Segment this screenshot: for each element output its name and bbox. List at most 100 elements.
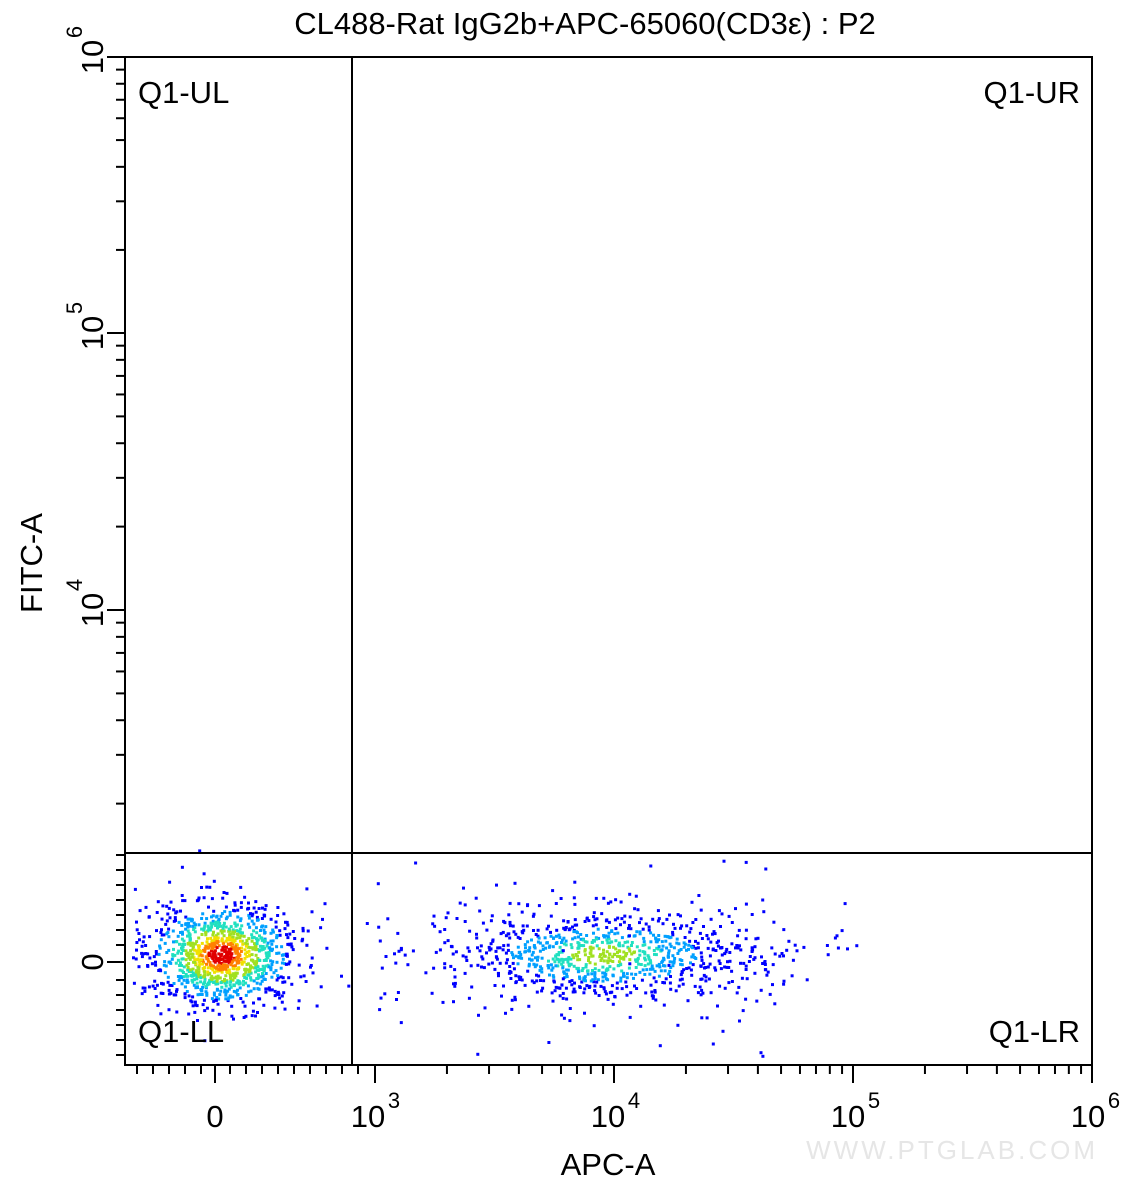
scatter-point bbox=[551, 999, 555, 1003]
scatter-point bbox=[656, 909, 660, 913]
scatter-point bbox=[616, 916, 620, 920]
scatter-point bbox=[220, 970, 224, 974]
scatter-point bbox=[228, 913, 232, 917]
scatter-point bbox=[638, 953, 642, 957]
scatter-point bbox=[646, 962, 650, 966]
scatter-point bbox=[200, 954, 204, 958]
scatter-point bbox=[261, 974, 265, 978]
scatter-point bbox=[242, 1016, 246, 1019]
scatter-point bbox=[578, 958, 582, 962]
scatter-point bbox=[325, 946, 329, 950]
scatter-point bbox=[181, 975, 185, 979]
scatter-point bbox=[780, 952, 784, 955]
scatter-point bbox=[340, 974, 343, 978]
scatter-point bbox=[565, 968, 569, 972]
scatter-point bbox=[257, 975, 261, 979]
scatter-point bbox=[170, 984, 174, 987]
scatter-point bbox=[207, 926, 211, 930]
scatter-point bbox=[565, 957, 569, 961]
scatter-point bbox=[587, 919, 591, 923]
scatter-point bbox=[545, 927, 549, 931]
scatter-point bbox=[243, 895, 247, 899]
scatter-point bbox=[245, 942, 249, 946]
scatter-point bbox=[188, 935, 192, 939]
scatter-point bbox=[576, 958, 580, 962]
scatter-point bbox=[664, 977, 668, 981]
scatter-point bbox=[140, 944, 144, 948]
scatter-point bbox=[728, 951, 732, 954]
scatter-point bbox=[380, 966, 384, 970]
scatter-point bbox=[210, 915, 213, 919]
scatter-point bbox=[273, 1006, 277, 1010]
scatter-point bbox=[717, 939, 720, 943]
scatter-point bbox=[538, 968, 542, 972]
scatter-point bbox=[256, 918, 260, 922]
scatter-point bbox=[214, 920, 218, 924]
scatter-point bbox=[597, 994, 601, 997]
scatter-point bbox=[185, 980, 189, 984]
scatter-point bbox=[662, 956, 666, 960]
scatter-point bbox=[690, 973, 694, 977]
scatter-point bbox=[614, 939, 618, 943]
scatter-point bbox=[286, 923, 290, 927]
scatter-point bbox=[741, 1009, 745, 1013]
scatter-point bbox=[635, 987, 639, 990]
scatter-point bbox=[612, 945, 616, 949]
scatter-point bbox=[175, 940, 179, 944]
y-tick-label: 10 bbox=[75, 316, 110, 350]
scatter-point bbox=[377, 925, 381, 929]
scatter-point bbox=[267, 951, 271, 954]
scatter-point bbox=[441, 1000, 445, 1004]
scatter-point bbox=[771, 983, 774, 987]
scatter-point bbox=[179, 909, 182, 913]
scatter-point bbox=[734, 907, 737, 911]
scatter-point bbox=[247, 973, 251, 977]
scatter-point bbox=[271, 960, 275, 964]
scatter-point bbox=[210, 939, 214, 943]
watermark: WWW.PTGLAB.COM bbox=[806, 1135, 1098, 1165]
scatter-point bbox=[146, 952, 150, 956]
scatter-point bbox=[218, 993, 222, 997]
scatter-point bbox=[224, 917, 228, 921]
scatter-point bbox=[588, 951, 592, 955]
scatter-point bbox=[753, 971, 757, 975]
scatter-point bbox=[663, 934, 667, 938]
scatter-point bbox=[607, 931, 611, 935]
scatter-point bbox=[672, 961, 676, 965]
scatter-point bbox=[239, 997, 243, 1000]
scatter-point bbox=[231, 942, 235, 946]
scatter-point bbox=[677, 984, 681, 988]
scatter-point bbox=[671, 954, 675, 958]
scatter-point bbox=[825, 944, 829, 947]
scatter-point bbox=[551, 957, 555, 961]
scatter-point bbox=[705, 934, 709, 937]
scatter-point bbox=[183, 996, 187, 1000]
scatter-point bbox=[223, 963, 227, 967]
scatter-point bbox=[241, 960, 245, 964]
scatter-point bbox=[275, 960, 279, 964]
scatter-point bbox=[229, 947, 233, 951]
scatter-point bbox=[253, 942, 256, 946]
scatter-point bbox=[192, 921, 196, 925]
scatter-point bbox=[622, 920, 626, 924]
scatter-point bbox=[205, 885, 209, 889]
scatter-point bbox=[687, 947, 690, 951]
scatter-point bbox=[261, 964, 265, 968]
scatter-point bbox=[247, 949, 251, 953]
scatter-point bbox=[193, 958, 197, 962]
scatter-point bbox=[250, 939, 254, 943]
scatter-point bbox=[612, 952, 616, 956]
scatter-point bbox=[501, 948, 505, 952]
scatter-point bbox=[594, 991, 598, 995]
scatter-point bbox=[219, 968, 222, 972]
scatter-point bbox=[197, 954, 201, 958]
scatter-point bbox=[209, 921, 213, 925]
scatter-point bbox=[661, 981, 665, 984]
scatter-point bbox=[432, 966, 436, 970]
scatter-point bbox=[532, 929, 535, 932]
scatter-point bbox=[224, 984, 228, 988]
scatter-point bbox=[172, 908, 176, 912]
scatter-point bbox=[291, 930, 295, 933]
scatter-point bbox=[574, 953, 578, 956]
